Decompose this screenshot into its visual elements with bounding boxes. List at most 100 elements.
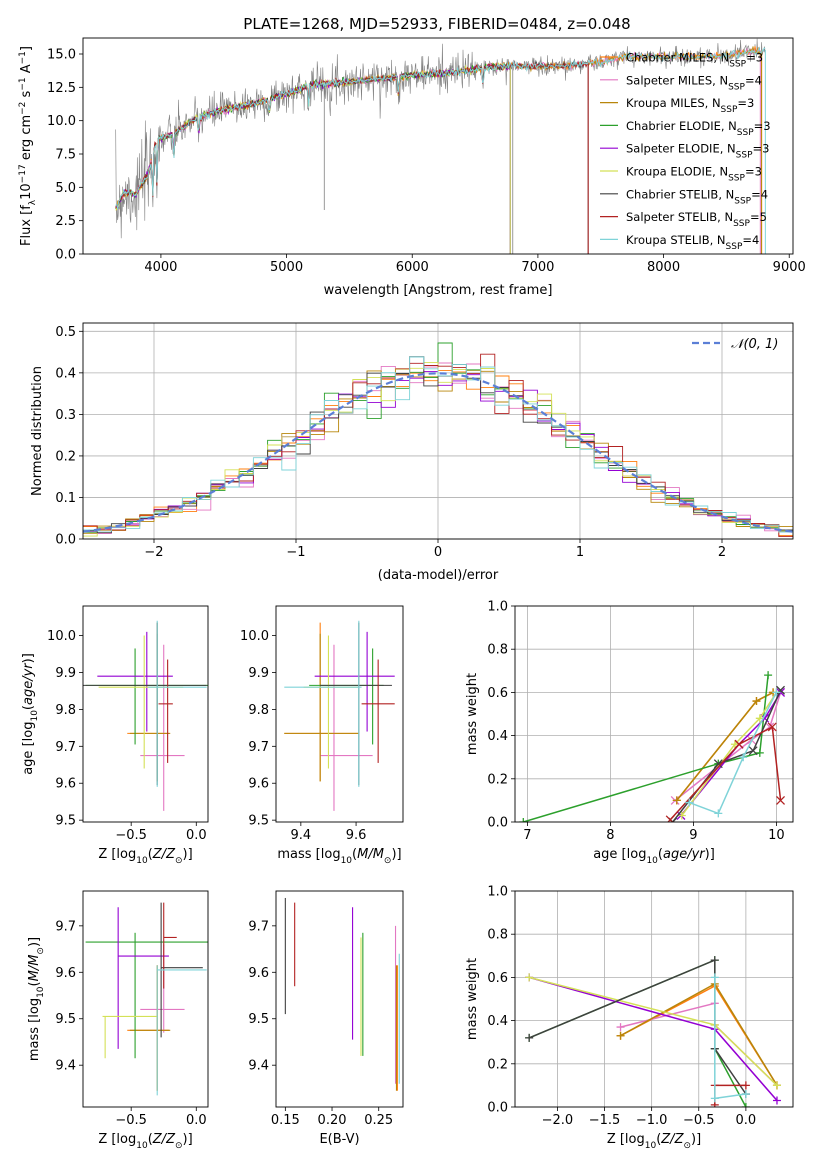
legend-label: Salpeter MILES, NSSP=4: [626, 73, 762, 92]
weight-marker: [730, 740, 739, 749]
x-axis-label-part: Z/Z: [152, 847, 176, 862]
legend-label-part: Salpeter STELIB, N: [626, 210, 733, 224]
weight-marker: [755, 748, 764, 757]
x-axis-label: age [log10(age/yr)]: [593, 847, 715, 866]
y-axis-label-part: 10: [36, 986, 46, 998]
x-tick-label: 5000: [270, 260, 303, 275]
y-tick-label: 12.5: [47, 81, 76, 96]
x-tick-label: 0.15: [271, 1113, 300, 1128]
y-axis-label-part: (: [27, 981, 42, 986]
y-axis-label-part: )]: [21, 653, 36, 663]
x-tick-label: 1: [576, 545, 584, 560]
y-tick-label: 9.8: [55, 703, 76, 718]
x-axis-label-part: 10: [645, 1141, 657, 1151]
plot-area: [525, 956, 781, 1107]
x-axis-label-part: )]: [691, 1132, 701, 1147]
histogram-step-7: [83, 353, 793, 538]
x-axis-label-part: ⊙: [384, 856, 392, 866]
legend-label-part: SSP: [728, 174, 745, 184]
axes-frame: [82, 605, 209, 823]
weight-marker: [685, 798, 694, 807]
axes-frame: [275, 605, 404, 823]
y-tick-label: 9.7: [248, 740, 269, 755]
weight-marker: [734, 739, 744, 749]
y-axis-label: age [log10(age/yr)]: [21, 653, 40, 775]
y-axis-label-part: −1: [18, 77, 28, 90]
x-axis-label-part: (: [148, 1132, 153, 1147]
grid: [515, 890, 793, 1108]
legend-label-part: SSP: [736, 151, 753, 161]
x-tick-label: −0.5: [683, 1113, 715, 1128]
y-axis-label-part: age/yr: [21, 662, 36, 705]
plot-area: [115, 38, 766, 254]
legend-label-part: SSP: [726, 242, 743, 252]
x-axis-label: Z [log10(Z/Z⊙)]: [607, 1132, 701, 1151]
y-axis-label: mass weight: [465, 958, 480, 1040]
weight-line-4: [528, 976, 778, 1101]
y-axis-label-part: λ: [28, 199, 38, 205]
y-tick-label: 7.5: [55, 148, 76, 163]
x-tick-label: 0.0: [186, 1113, 207, 1128]
y-tick-label: 0.0: [487, 816, 508, 831]
x-axis-label-part: 10: [136, 856, 148, 866]
x-tick-label: −0.5: [115, 1113, 147, 1128]
legend-label-part: Chabrier ELODIE, N: [626, 119, 737, 133]
x-tick-label: 0.0: [736, 1113, 757, 1128]
y-tick-label: 9.9: [248, 666, 269, 681]
weight-line-4: [680, 692, 782, 816]
y-tick-label: 0.2: [487, 772, 508, 787]
legend-label-part: SSP: [729, 60, 746, 70]
x-axis-label-part: )]: [705, 847, 715, 862]
legend-label-part: SSP: [733, 219, 750, 229]
x-tick-label: 2: [718, 545, 726, 560]
legend-label-part: SSP: [728, 82, 745, 92]
y-axis-label-part: ]: [19, 46, 34, 51]
legend-label: Salpeter ELODIE, NSSP=3: [626, 142, 769, 161]
plot-area: [284, 620, 395, 811]
y-tick-label: 1.0: [487, 885, 508, 900]
legend-label-part: =3: [745, 165, 762, 179]
y-tick-label: 0.2: [55, 449, 76, 464]
legend-label: Kroupa STELIB, NSSP=4: [626, 233, 759, 252]
y-tick-label: 10.0: [240, 629, 269, 644]
z-mass-panel: −0.5 0.09.49.59.69.7Z [log10(Z/Z⊙)]mass […: [27, 890, 209, 1151]
y-axis-label-part: ⊙: [36, 947, 46, 955]
y-tick-label: 9.8: [248, 703, 269, 718]
y-axis-label-part: −2: [18, 102, 28, 115]
y-axis-label-part: Flux [f: [19, 205, 34, 246]
legend-label-part: SSP: [737, 128, 754, 138]
weight-marker: [710, 1094, 719, 1103]
weight-line-0: [676, 691, 774, 801]
y-axis-label: mass [log10(M/M⊙)]: [27, 937, 46, 1061]
y-axis-label-part: −17: [18, 164, 28, 183]
legend-label: Kroupa ELODIE, NSSP=3: [626, 165, 762, 184]
x-axis-label-part: )]: [183, 1132, 193, 1147]
weight-marker: [741, 1103, 750, 1107]
x-tick-label: −1: [286, 545, 305, 560]
legend-label-part: SSP: [734, 196, 751, 206]
weight-line-8: [689, 692, 778, 815]
weight-line-7: [669, 725, 782, 821]
normal-curve-line: [83, 372, 793, 533]
legend-label: Kroupa MILES, NSSP=3: [626, 96, 754, 115]
y-axis-label: Flux [fλ10−17 erg cm−2 s−1 A−1]: [18, 46, 38, 246]
x-axis-label-part: M/M: [357, 847, 384, 862]
legend-label: Chabrier STELIB, NSSP=4: [626, 187, 768, 206]
y-tick-label: 0.2: [487, 1057, 508, 1072]
x-axis-label-part: (: [148, 847, 153, 862]
weight-marker: [713, 759, 723, 769]
y-tick-label: 9.7: [248, 919, 269, 934]
x-axis-label: Z [log10(Z/Z⊙)]: [98, 847, 192, 866]
x-axis-label-part: E(B-V): [319, 1132, 359, 1147]
legend-label-part: =3: [746, 51, 763, 65]
y-tick-label: 9.6: [55, 777, 76, 792]
mass-age-panel: 9.4 9.6 9.5 9.6 9.7 9.8 9.9 10.0 mass [log10(M/M…: [240, 605, 404, 866]
y-tick-label: 9.7: [55, 919, 76, 934]
y-tick-label: 0.0: [487, 1101, 508, 1116]
grid: [515, 605, 793, 823]
weight-marker: [616, 1023, 625, 1032]
y-tick-label: 9.5: [55, 814, 76, 829]
y-tick-label: 0.0: [55, 248, 76, 263]
